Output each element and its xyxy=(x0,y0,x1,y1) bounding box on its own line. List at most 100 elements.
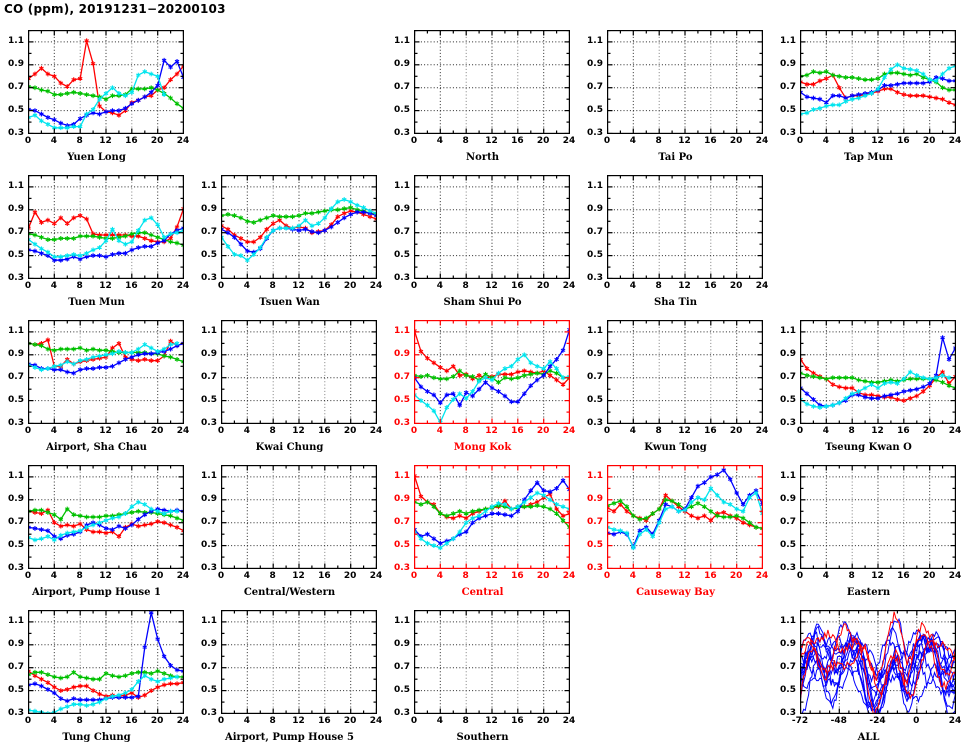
x-tick-label: 8 xyxy=(462,426,469,436)
panel-kwun-tong: 0.3 0.5 0.7 0.9 1.1 0 4 8 12 16 20 24 Kwun Tong xyxy=(579,306,772,453)
y-tick-label: 0.7 xyxy=(8,661,24,672)
y-tick-label: 0.7 xyxy=(394,661,410,672)
panel-caption: Tsuen Wan xyxy=(259,297,320,308)
x-tick-label: 20 xyxy=(536,571,550,581)
x-tick-label: 4 xyxy=(50,426,57,436)
panel-caption: Airport, Pump House 5 xyxy=(224,732,354,743)
x-tick-label: 20 xyxy=(922,426,936,436)
x-tick-label: 16 xyxy=(318,571,331,581)
panel-airport-sha-chau: 0.3 0.5 0.7 0.9 1.1 0 4 8 12 16 20 24 Airport, Sha C… xyxy=(0,306,193,453)
x-tick-label: 0 xyxy=(24,281,32,291)
y-tick-label: 0.7 xyxy=(201,516,217,527)
x-tick-label: 0 xyxy=(410,281,418,291)
y-tick-label: 1.1 xyxy=(8,325,24,336)
panel-mong-kok: 0.3 0.5 0.7 0.9 1.1 0 4 8 12 16 20 24 Mong Kok xyxy=(386,306,579,453)
y-tick-label: 0.3 xyxy=(201,417,217,428)
plot-area xyxy=(414,30,570,134)
y-tick-label: 0.3 xyxy=(8,707,24,718)
x-tick-label: 20 xyxy=(536,281,550,291)
x-tick-label: -48 xyxy=(830,716,847,726)
y-tick-label: 0.3 xyxy=(394,417,410,428)
x-tick-label: 4 xyxy=(243,426,250,436)
x-tick-label: 12 xyxy=(678,571,691,581)
x-tick-label: 16 xyxy=(318,281,331,291)
x-tick-label: 12 xyxy=(292,281,305,291)
y-tick-label: 0.7 xyxy=(394,226,410,237)
panel-caption: Causeway Bay xyxy=(636,587,715,598)
x-tick-label: 20 xyxy=(150,716,164,726)
x-tick-label: 8 xyxy=(76,281,83,291)
y-tick-label: 1.1 xyxy=(780,35,796,46)
y-tick-label: 0.3 xyxy=(780,562,796,573)
x-tick-label: 8 xyxy=(462,571,469,581)
y-tick-label: 0.3 xyxy=(587,562,603,573)
x-tick-label: 20 xyxy=(150,571,164,581)
x-tick-label: 0 xyxy=(24,716,32,726)
panel-placeholder xyxy=(772,161,965,306)
y-tick-label: 0.3 xyxy=(394,562,410,573)
x-tick-label: 4 xyxy=(243,716,250,726)
y-tick-label: 0.3 xyxy=(587,127,603,138)
x-tick-label: 20 xyxy=(150,426,164,436)
panel-all: 0.3 0.5 0.7 0.9 1.1 -72 -48 -24 0 24 ALL xyxy=(772,596,965,743)
x-tick-label: 12 xyxy=(99,571,112,581)
x-tick-label: 16 xyxy=(511,571,524,581)
plot-area xyxy=(28,175,184,279)
y-tick-label: 0.5 xyxy=(587,249,603,260)
x-tick-label: 0 xyxy=(217,426,225,436)
y-tick-label: 0.9 xyxy=(201,348,217,359)
panel-caption: Central xyxy=(461,587,504,598)
x-tick-label: 8 xyxy=(848,136,855,146)
x-tick-label: 8 xyxy=(76,571,83,581)
x-tick-label: 20 xyxy=(150,136,164,146)
panel-caption: Tai Po xyxy=(658,152,693,163)
plot-area xyxy=(414,465,570,569)
x-tick-label: 0 xyxy=(410,571,418,581)
plot-area xyxy=(414,610,570,714)
x-tick-label: 12 xyxy=(485,571,498,581)
panel-caption: Tung Chung xyxy=(62,732,131,743)
x-tick-label: 20 xyxy=(343,281,357,291)
x-tick-label: 12 xyxy=(485,281,498,291)
panel-caption: Tap Mun xyxy=(843,152,894,163)
x-tick-label: 24 xyxy=(948,571,962,581)
x-tick-label: 0 xyxy=(410,426,418,436)
x-tick-label: 4 xyxy=(50,136,57,146)
plot-area xyxy=(28,320,184,424)
panel-airport-pump-house-1: 0.3 0.5 0.7 0.9 1.1 0 4 8 12 16 20 24 Airport, Pump … xyxy=(0,451,193,598)
x-tick-label: 24 xyxy=(948,716,962,726)
y-tick-label: 0.7 xyxy=(8,81,24,92)
y-tick-label: 0.5 xyxy=(780,684,796,695)
y-tick-label: 0.3 xyxy=(201,707,217,718)
y-tick-label: 0.7 xyxy=(780,516,796,527)
y-tick-label: 0.9 xyxy=(780,348,796,359)
y-tick-label: 0.9 xyxy=(587,493,603,504)
y-tick-label: 0.7 xyxy=(201,226,217,237)
x-tick-label: 0 xyxy=(603,281,611,291)
x-tick-label: 0 xyxy=(217,571,225,581)
x-tick-label: 24 xyxy=(176,571,190,581)
x-tick-label: 20 xyxy=(922,136,936,146)
x-tick-label: 16 xyxy=(125,136,138,146)
x-tick-label: 16 xyxy=(897,571,910,581)
x-tick-label: -72 xyxy=(791,716,809,726)
y-tick-label: 1.1 xyxy=(780,470,796,481)
panel-caption: Kwun Tong xyxy=(644,442,707,453)
figure-title: CO (ppm), 20191231−20200103 xyxy=(4,2,226,16)
x-tick-label: 20 xyxy=(729,571,743,581)
y-tick-label: 0.5 xyxy=(587,104,603,115)
y-tick-label: 0.9 xyxy=(8,348,24,359)
x-tick-label: 12 xyxy=(99,716,112,726)
y-tick-label: 1.1 xyxy=(8,180,24,191)
plot-area xyxy=(28,610,184,714)
y-tick-label: 0.7 xyxy=(587,226,603,237)
x-tick-label: 4 xyxy=(436,136,443,146)
y-tick-label: 0.5 xyxy=(8,104,24,115)
x-tick-label: 24 xyxy=(176,281,190,291)
x-tick-label: 20 xyxy=(343,571,357,581)
panel-caption: Eastern xyxy=(846,587,891,598)
panel-caption: North xyxy=(466,152,499,163)
y-tick-label: 1.1 xyxy=(394,615,410,626)
x-tick-label: 24 xyxy=(176,426,190,436)
y-tick-label: 0.5 xyxy=(587,539,603,550)
